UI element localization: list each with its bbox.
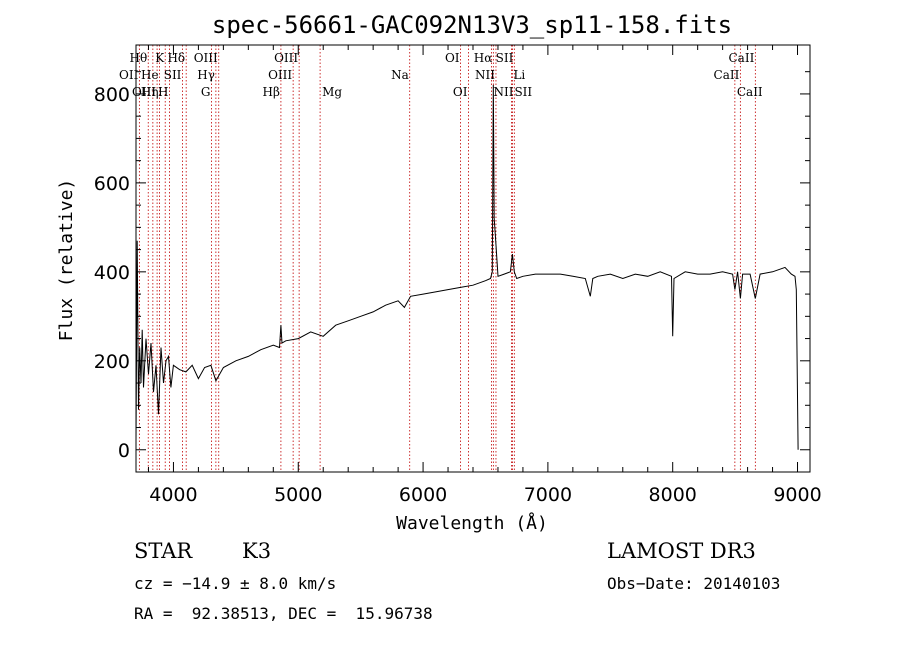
marker-label-10: He — [141, 68, 159, 82]
object-subclass: K3 — [242, 539, 272, 563]
observation-date: Obs−Date: 20140103 — [607, 574, 781, 593]
y-tick-label-4: 800 — [94, 84, 130, 106]
marker-label-5: OI — [445, 51, 460, 65]
x-tick-label-5: 9000 — [773, 484, 821, 506]
chart-title: spec-56661-GAC092N13V3_sp11-158.fits — [212, 11, 732, 39]
plot-frame — [135, 44, 811, 473]
x-tick-label-3: 7000 — [524, 484, 572, 506]
survey-name: LAMOST DR3 — [607, 539, 756, 563]
marker-label-20: H — [158, 85, 168, 99]
x-tick-label-2: 6000 — [399, 484, 447, 506]
marker-label-9: OII — [119, 68, 139, 82]
marker-label-23: Mg — [322, 85, 342, 99]
marker-label-6: Hα — [474, 51, 493, 65]
y-tick-label-2: 400 — [94, 262, 130, 284]
x-tick-label-1: 5000 — [274, 484, 322, 506]
x-axis-label: Wavelength (Å) — [396, 512, 548, 534]
y-axis-label: Flux (relative) — [56, 179, 77, 342]
y-tick-label-3: 600 — [94, 173, 130, 195]
marker-label-24: OI — [453, 85, 468, 99]
marker-label-16: Li — [513, 68, 525, 82]
marker-label-18: OIII — [132, 85, 156, 99]
marker-label-0: Hθ — [130, 51, 148, 65]
spectrum-series-line — [135, 84, 799, 450]
marker-label-14: Na — [391, 68, 409, 82]
marker-label-17: CaII — [714, 68, 740, 82]
x-tick-label-4: 8000 — [649, 484, 697, 506]
coordinates: RA = 92.38513, DEC = 15.96738 — [134, 604, 433, 623]
marker-lines — [138, 45, 756, 472]
marker-label-26: SII — [514, 85, 532, 99]
y-tick-label-0: 0 — [118, 440, 130, 462]
marker-label-12: Hγ — [197, 68, 215, 82]
marker-label-8: CaII — [729, 51, 755, 65]
marker-label-25: NII — [493, 85, 513, 99]
marker-label-3: OIII — [194, 51, 218, 65]
marker-label-13: OIII — [268, 68, 292, 82]
y-tick-label-1: 200 — [94, 351, 130, 373]
x-axis-ticks: 4000 5000 6000 7000 8000 9000 — [147, 45, 822, 506]
marker-label-19: Hη — [141, 85, 159, 99]
marker-label-15: NII — [475, 68, 495, 82]
marker-label-22: Hβ — [263, 85, 280, 99]
marker-label-4: OIII — [274, 51, 298, 65]
y-axis-ticks: 0 200 400 600 800 — [94, 71, 810, 462]
object-class: STAR — [134, 539, 193, 563]
marker-label-2: Hδ — [167, 51, 185, 65]
marker-label-1: K — [155, 51, 165, 65]
marker-label-27: CaII — [737, 85, 763, 99]
marker-label-7: SII — [496, 51, 514, 65]
marker-label-11: SII — [164, 68, 182, 82]
redshift-velocity: cz = −14.9 ± 8.0 km/s — [134, 574, 337, 593]
x-tick-label-0: 4000 — [149, 484, 197, 506]
marker-label-21: G — [201, 85, 211, 99]
